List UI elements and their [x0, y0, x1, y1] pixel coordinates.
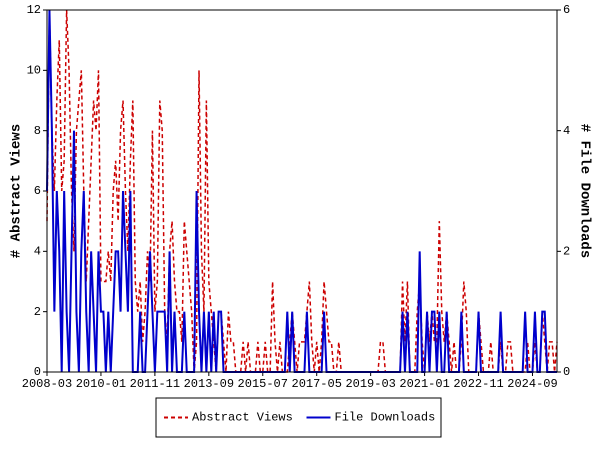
x-tick-label: 2010-01 — [76, 377, 126, 391]
x-tick-label: 2013-09 — [184, 377, 234, 391]
x-tick-label: 2008-03 — [22, 377, 72, 391]
y2-tick-label: 2 — [563, 245, 570, 259]
y-tick-label: 12 — [27, 3, 41, 17]
legend-label: File Downloads — [335, 411, 436, 425]
series-line — [46, 9, 558, 373]
x-tick-label: 2022-11 — [453, 377, 503, 391]
y-tick-label: 6 — [34, 184, 41, 198]
y2-tick-label: 0 — [563, 365, 570, 379]
x-tick-label: 2024-09 — [507, 377, 557, 391]
y-tick-label: 10 — [27, 64, 41, 78]
y-tick-label: 4 — [34, 245, 41, 259]
y2-tick-label: 6 — [563, 3, 570, 17]
legend-label: Abstract Views — [192, 411, 293, 425]
x-tick-label: 2017-05 — [292, 377, 342, 391]
x-tick-label: 2015-07 — [238, 377, 288, 391]
y2-tick-label: 4 — [563, 124, 570, 138]
y-tick-label: 0 — [34, 365, 41, 379]
legend-box — [155, 397, 442, 438]
x-tick-label: 2011-11 — [130, 377, 180, 391]
y-axis-title: # Abstract Views — [9, 124, 25, 258]
x-tick-label: 2019-03 — [345, 377, 395, 391]
x-tick-label: 2021-01 — [399, 377, 449, 391]
y2-axis-title: # File Downloads — [576, 124, 592, 258]
plot-frame — [46, 9, 558, 373]
y-tick-label: 8 — [34, 124, 41, 138]
y-tick-label: 2 — [34, 305, 41, 319]
